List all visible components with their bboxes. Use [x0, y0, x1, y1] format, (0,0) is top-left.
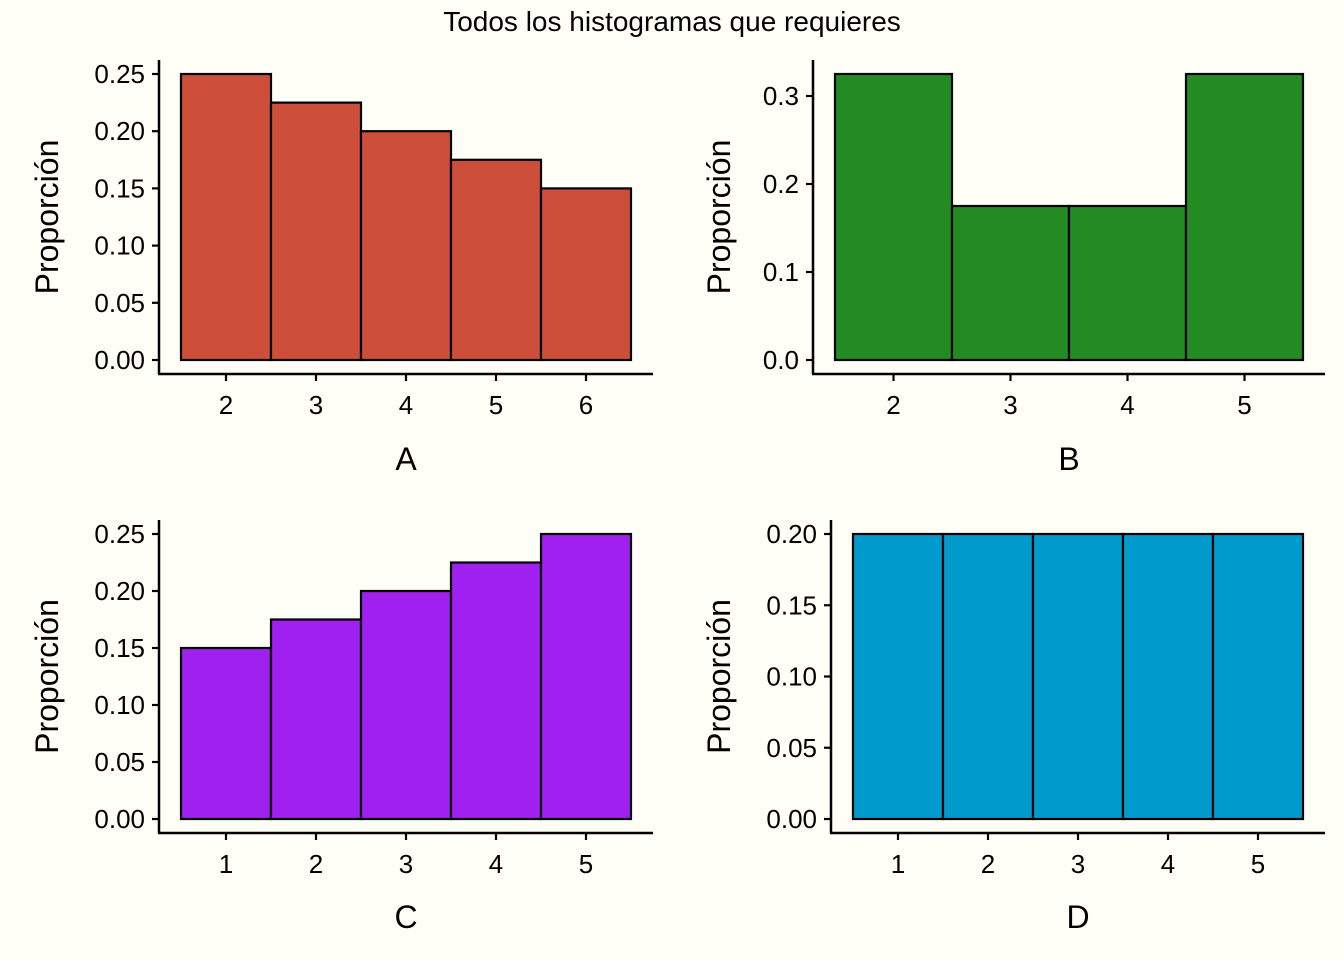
y-tick-label: 0.15	[766, 590, 817, 620]
bar-a-6	[539, 187, 633, 362]
histogram-panel-c: 0.00 0.05 0.10 0.15 0.20 0.25 1 2 3 4 5 C Proporción	[29, 519, 653, 935]
bar-c-1	[179, 646, 273, 821]
x-tick-label: 6	[579, 390, 593, 420]
y-tick-label: 0.00	[766, 804, 817, 834]
histogram-panel-d: 0.00 0.05 0.10 0.15 0.20 1 2 3 4 5 D Proporción	[701, 519, 1325, 935]
y-tick-label: 0.05	[766, 733, 817, 763]
y-tick-label: 0.00	[94, 804, 145, 834]
y-axis-title: Proporción	[29, 599, 65, 754]
bar-b-5	[1184, 72, 1305, 362]
figure-title: Todos los histogramas que requieres	[443, 6, 901, 37]
x-tick-label: 4	[399, 390, 413, 420]
x-tick-label: 3	[399, 849, 413, 879]
y-tick-label: 0.10	[766, 662, 817, 692]
bar-d-1	[851, 532, 945, 821]
y-tick-label: 0.1	[763, 257, 799, 287]
x-tick-label: 5	[489, 390, 503, 420]
histogram-panels: 0.000.050.100.150.200.252 3 4 5 6AProporción…	[29, 59, 1325, 935]
y-tick-label: 0.20	[94, 116, 145, 146]
bar-a-4	[359, 130, 453, 362]
bar-b-2	[833, 72, 954, 362]
x-tick-label: 3	[309, 390, 323, 420]
x-axis-title: D	[1066, 899, 1089, 935]
bar-d-2	[941, 532, 1035, 821]
x-tick-label: 3	[1071, 849, 1085, 879]
x-tick-label: 5	[1251, 849, 1265, 879]
x-tick-label: 2	[981, 849, 995, 879]
x-tick-label: 5	[579, 849, 593, 879]
y-tick-label: 0.3	[763, 81, 799, 111]
y-tick-label: 0.25	[94, 519, 145, 549]
bar-c-2	[269, 618, 363, 821]
y-tick-label: 0.20	[766, 519, 817, 549]
bar-a-5	[449, 158, 543, 362]
x-axis-title: C	[394, 899, 417, 935]
bar-b-3	[950, 204, 1071, 362]
bar-d-4	[1121, 532, 1215, 821]
x-tick-label: 1	[891, 849, 905, 879]
y-tick-label: 0.20	[94, 576, 145, 606]
x-tick-label: 1	[219, 849, 233, 879]
bar-a-3	[269, 101, 363, 362]
x-tick-label: 4	[1120, 390, 1134, 420]
x-tick-label: 2	[886, 390, 900, 420]
x-tick-label: 4	[489, 849, 503, 879]
x-tick-label: 4	[1161, 849, 1175, 879]
x-axis-title: A	[395, 441, 417, 477]
bar-a-2	[179, 72, 273, 362]
y-axis-title: Proporción	[701, 140, 737, 295]
histogram-panel-a: 0.00 0.05 0.10 0.15 0.20 0.25 2 3 4 5 6 A Proporción	[29, 59, 653, 477]
y-tick-label: 0.15	[94, 173, 145, 203]
x-tick-label: 2	[309, 849, 323, 879]
y-axis-title: Proporción	[29, 140, 65, 295]
x-tick-label: 3	[1003, 390, 1017, 420]
y-tick-label: 0.15	[94, 633, 145, 663]
y-tick-label: 0.05	[94, 288, 145, 318]
y-axis-title: Proporción	[701, 599, 737, 754]
bar-d-3	[1031, 532, 1125, 821]
x-tick-label: 5	[1237, 390, 1251, 420]
y-tick-label: 0.0	[763, 345, 799, 375]
bar-c-3	[359, 589, 453, 821]
x-tick-label: 2	[219, 390, 233, 420]
y-tick-label: 0.2	[763, 169, 799, 199]
bar-b-4	[1067, 204, 1188, 362]
y-tick-label: 0.00	[94, 345, 145, 375]
y-tick-label: 0.10	[94, 690, 145, 720]
histogram-panel-b: 0.0 0.1 0.2 0.3 2 3 4 5 B Proporción	[701, 60, 1325, 477]
y-tick-label: 0.10	[94, 231, 145, 261]
y-tick-label: 0.25	[94, 59, 145, 89]
y-tick-label: 0.05	[94, 747, 145, 777]
bar-c-4	[449, 561, 543, 821]
bar-d-5	[1211, 532, 1305, 821]
x-axis-title: B	[1058, 441, 1079, 477]
bar-c-5	[539, 532, 633, 821]
